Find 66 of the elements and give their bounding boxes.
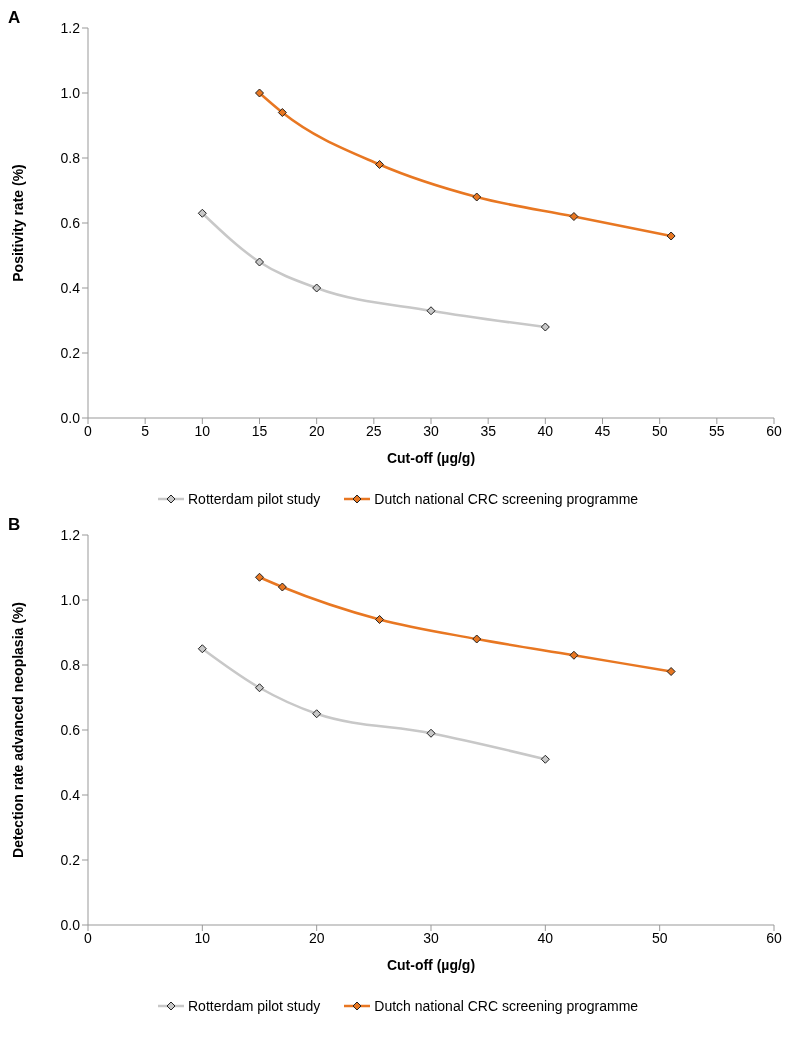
x-axis-title: Cut-off (µg/g): [386, 957, 476, 973]
point: [666, 231, 676, 241]
x-tick-label: 45: [594, 422, 611, 439]
x-tick-label: 40: [537, 422, 554, 439]
point: [312, 283, 322, 293]
point: [375, 615, 385, 624]
x-tick-label: 10: [194, 422, 211, 439]
x-tick-label: 60: [766, 422, 782, 439]
y-tick-label: 0.4: [60, 279, 81, 296]
point: [375, 160, 385, 169]
y-tick-label: 0.6: [60, 214, 81, 231]
point: [255, 572, 264, 582]
point: [255, 683, 264, 693]
y-axis-title: Detection rate advanced neoplasia (%): [9, 602, 26, 858]
x-tick-label: 5: [141, 422, 150, 439]
point: [540, 322, 550, 332]
x-tick-label: 25: [366, 422, 382, 439]
y-tick-label: 1.2: [60, 526, 81, 543]
point: [197, 644, 207, 654]
point: [666, 667, 676, 676]
point: [312, 709, 322, 719]
y-tick-label: 0.2: [60, 851, 81, 868]
point: [277, 582, 287, 592]
legend-label: Dutch national CRC screening programme: [373, 491, 639, 507]
x-tick-label: 50: [651, 929, 668, 946]
y-axis-title: Positivity rate (%): [9, 164, 26, 282]
y-tick-label: 0.8: [60, 149, 81, 166]
legend-label: Rotterdam pilot study: [187, 998, 321, 1014]
chart-title: B: [8, 515, 21, 535]
x-tick-label: 10: [194, 929, 211, 946]
y-tick-label: 0.0: [60, 409, 81, 426]
x-tick-label: 50: [651, 422, 668, 439]
x-tick-label: 0: [84, 422, 93, 439]
y-tick-label: 0.2: [60, 344, 81, 361]
y-tick-label: 0.0: [60, 916, 81, 933]
y-tick-label: 1.2: [60, 19, 81, 36]
x-tick-label: 15: [251, 422, 268, 439]
point: [426, 728, 436, 738]
y-tick-label: 0.8: [60, 656, 81, 673]
point: [540, 754, 550, 764]
point: [472, 634, 482, 644]
x-tick-label: 30: [423, 929, 439, 946]
y-tick-label: 0.6: [60, 721, 81, 738]
point: [569, 650, 579, 660]
point: [277, 108, 287, 117]
x-tick-label: 20: [308, 929, 325, 946]
x-tick-label: 30: [423, 422, 439, 439]
point: [426, 306, 436, 316]
x-axis-title: Cut-off (µg/g): [386, 450, 476, 466]
y-tick-label: 1.0: [60, 84, 81, 101]
y-tick-label: 0.4: [60, 786, 81, 803]
point: [472, 192, 482, 202]
point: [197, 208, 207, 218]
point: [569, 212, 579, 221]
point: [255, 257, 264, 267]
point: [255, 88, 264, 98]
x-tick-label: 55: [709, 422, 725, 439]
x-tick-label: 60: [766, 929, 782, 946]
legend-label: Rotterdam pilot study: [187, 491, 321, 507]
x-tick-label: 0: [84, 929, 93, 946]
x-tick-label: 20: [308, 422, 325, 439]
chart-title: A: [8, 8, 21, 28]
x-tick-label: 40: [537, 929, 554, 946]
x-tick-label: 35: [480, 422, 497, 439]
y-tick-label: 1.0: [60, 591, 81, 608]
legend-label: Dutch national CRC screening programme: [373, 998, 639, 1014]
